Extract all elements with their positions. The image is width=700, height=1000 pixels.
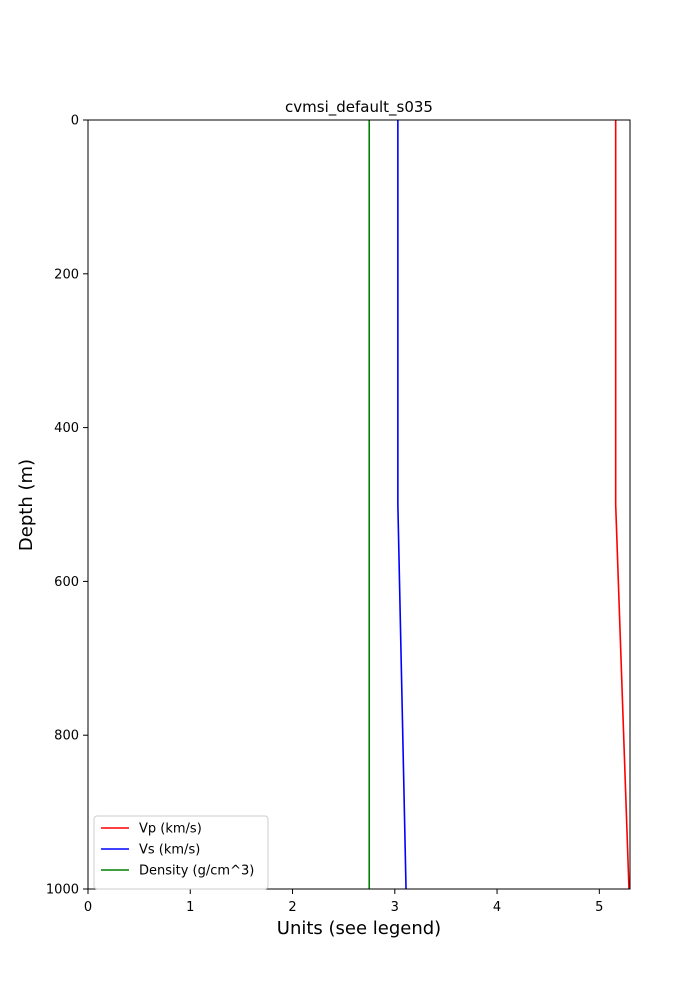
chart-title: cvmsi_default_s035 [285, 98, 433, 117]
legend: Vp (km/s) Vs (km/s) Density (g/cm^3) [93, 815, 269, 890]
legend-label-2: Density (g/cm^3) [139, 864, 254, 879]
plot-area: 0 1 2 3 4 5 0 200 400 600 800 1000 [46, 114, 631, 915]
x-axis-title: Units (see legend) [277, 918, 441, 939]
legend-label-0: Vp (km/s) [139, 822, 202, 837]
x-tick-label: 5 [595, 900, 603, 915]
y-tick-label: 200 [54, 267, 79, 282]
y-tick-label: 800 [54, 729, 79, 744]
y-tick-label: 0 [71, 114, 79, 129]
x-tick-label: 3 [391, 900, 399, 915]
x-tick-label: 0 [84, 900, 92, 915]
legend-box [93, 815, 269, 890]
x-tick-label: 4 [493, 900, 501, 915]
x-tick-label: 2 [288, 900, 296, 915]
series-line-0 [614, 120, 630, 890]
series-line-1 [397, 120, 407, 890]
y-tick-label: 400 [54, 421, 79, 436]
axes-frame [87, 119, 631, 890]
x-tick-label: 1 [186, 900, 194, 915]
y-tick-label: 1000 [46, 883, 79, 898]
y-axis-title: Depth (m) [16, 459, 37, 551]
y-tick-label: 600 [54, 575, 79, 590]
legend-label-1: Vs (km/s) [139, 843, 200, 858]
